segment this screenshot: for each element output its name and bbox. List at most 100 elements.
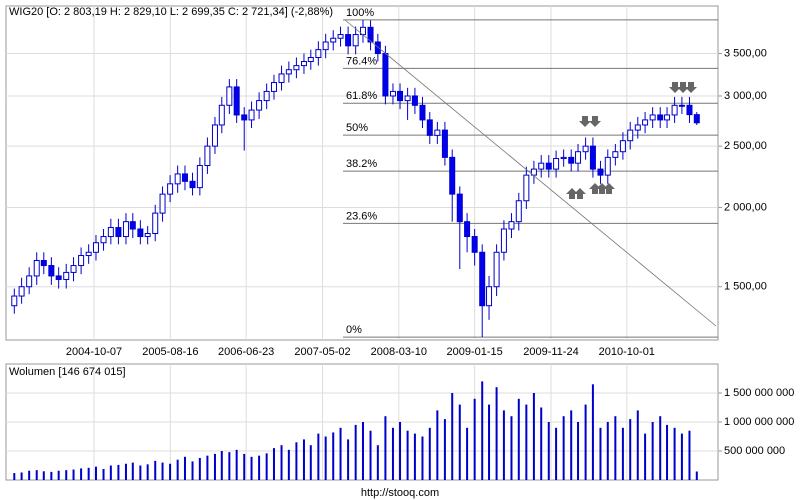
candle-body (642, 119, 649, 126)
volume-bar (117, 464, 120, 480)
x-tick-label: 2009-11-24 (523, 346, 578, 358)
volume-bar (176, 459, 179, 480)
volume-bar (272, 448, 275, 480)
volume-bar (72, 469, 75, 480)
candle-body (293, 65, 300, 71)
candle-body (545, 162, 552, 170)
volume-bar (495, 387, 498, 480)
volume-bar (347, 439, 350, 480)
volume-bar (502, 410, 505, 480)
volume-bar (621, 427, 624, 480)
candle-body (560, 156, 567, 160)
candle-body (211, 124, 218, 147)
candle-body (152, 212, 159, 235)
x-tick-label: 2006-06-23 (218, 346, 274, 358)
candle-body (78, 255, 85, 267)
fib-label: 61.8% (346, 90, 377, 102)
volume-bar (183, 456, 186, 480)
volume-bar (577, 422, 580, 480)
volume-bar (421, 436, 424, 480)
candle-body (441, 129, 448, 158)
candle-body (493, 251, 500, 288)
candle-body (604, 156, 611, 176)
x-tick-label: 2008-03-10 (371, 346, 427, 358)
candle-body (181, 173, 188, 182)
candle-body (523, 174, 530, 202)
candle-body (92, 242, 99, 253)
volume-bar (644, 433, 647, 480)
volume-bar (570, 410, 573, 480)
candle-body (85, 251, 92, 257)
fib-label: 0% (346, 324, 362, 336)
volume-bar (688, 430, 691, 480)
volume-bar (532, 393, 535, 480)
candle-body (70, 265, 77, 273)
volume-bar (673, 427, 676, 480)
volume-bar (473, 398, 476, 480)
candle-body (426, 119, 433, 136)
candle-body (352, 34, 359, 47)
candle-body (649, 114, 656, 121)
price-panel (5, 5, 719, 341)
y-tick-label: 1 500 000 000 (724, 387, 794, 399)
arrow-up (596, 183, 608, 194)
volume-bar (50, 471, 53, 480)
candle-body (575, 151, 582, 164)
y-tick-label: 1 000 000 000 (724, 416, 794, 428)
y-tick-label: 1 500,00 (724, 281, 767, 293)
volume-bar (139, 465, 142, 480)
candle-body (122, 221, 129, 238)
candle-body (530, 168, 537, 176)
volume-bar (20, 472, 23, 480)
volume-bar (13, 473, 16, 480)
candle-body (307, 57, 314, 63)
fib-label: 100% (346, 7, 374, 19)
volume-bar (606, 422, 609, 480)
volume-bar (213, 453, 216, 480)
volume-bar (258, 455, 261, 480)
candle-body (159, 193, 166, 214)
candle-body (204, 145, 211, 167)
candle-body (270, 82, 277, 92)
x-tick-label: 2007-05-02 (294, 346, 350, 358)
volume-bar (295, 442, 298, 480)
volume-bar (510, 416, 513, 480)
arrows (566, 82, 697, 199)
candle-body (322, 41, 329, 51)
candle-body (464, 221, 471, 238)
candle-body (315, 49, 322, 59)
candle-body (597, 168, 604, 176)
volume-bar (659, 416, 662, 480)
volume-bar (243, 453, 246, 480)
volume-bar (376, 445, 379, 480)
x-tick-label: 2005-08-16 (142, 346, 198, 358)
volume-bar (599, 427, 602, 480)
arrow-up (603, 183, 615, 194)
volume-bar (42, 471, 45, 480)
volume-bar (666, 424, 669, 480)
candle-body (686, 104, 693, 116)
fib-label: 38.2% (346, 158, 377, 170)
candle-body (26, 275, 33, 288)
candle-body (300, 61, 307, 67)
candle-body (657, 114, 664, 121)
volume-bar (584, 404, 587, 480)
volume-bar (206, 455, 209, 480)
fib-label: 76.4% (346, 55, 377, 67)
volume-bar (399, 422, 402, 480)
candle-body (589, 145, 596, 170)
fib-label: 50% (346, 122, 368, 134)
volume-bar (317, 433, 320, 480)
candle-body (337, 34, 344, 39)
candle-body (174, 173, 181, 185)
candle-body (664, 114, 671, 121)
volume-bar (651, 422, 654, 480)
candle-body (107, 227, 114, 238)
candle-body (479, 251, 486, 307)
volume-bar (87, 467, 90, 480)
candle-body (18, 286, 25, 297)
volume-bar (680, 433, 683, 480)
volume-bar (28, 470, 31, 480)
arrow-up (574, 188, 586, 199)
